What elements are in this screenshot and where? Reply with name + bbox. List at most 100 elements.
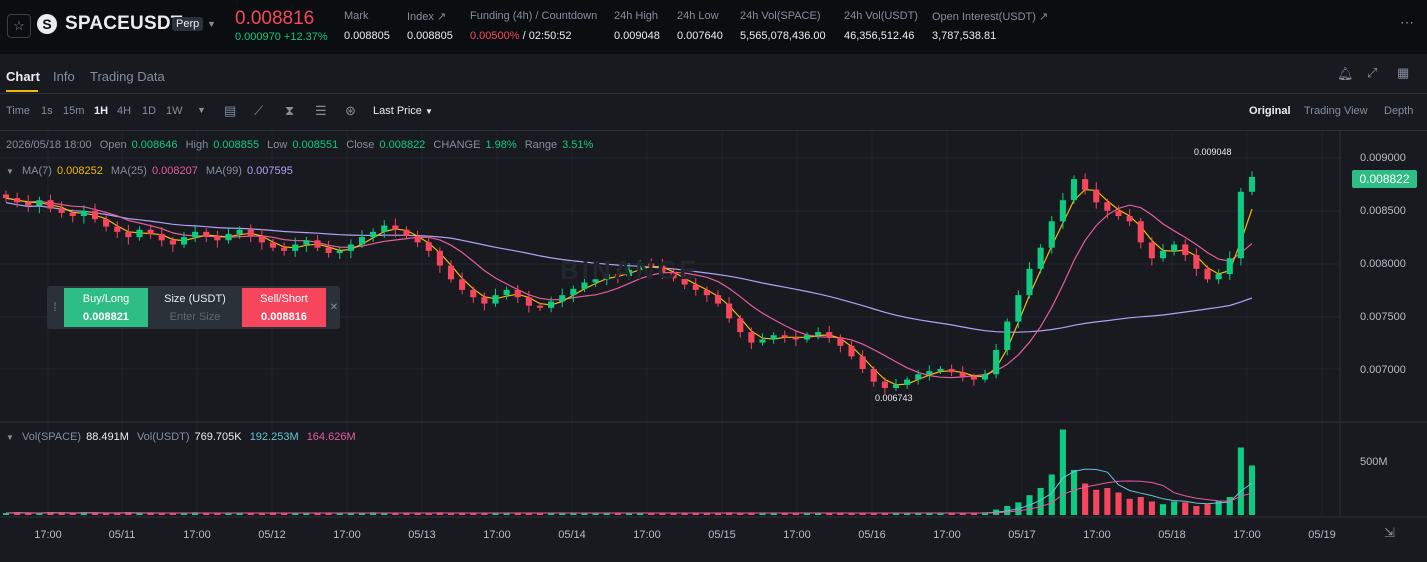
sell-short-button[interactable]: Sell/Short 0.008816: [242, 288, 326, 327]
volume-bar: [815, 513, 822, 515]
time-axis-label: 05/19: [1308, 529, 1336, 541]
candle-body: [80, 210, 87, 217]
expand-icon[interactable]: ⤢: [1367, 65, 1378, 80]
settings-icon[interactable]: ☰: [315, 103, 327, 118]
candle-body: [792, 337, 799, 340]
candle-body: [1026, 268, 1033, 296]
vol-usdt-value: 769.705K: [194, 431, 242, 443]
buy-label: Buy/Long: [82, 293, 130, 305]
candle-body: [292, 244, 299, 251]
stat-label-index[interactable]: Index ↗: [407, 11, 447, 23]
divider: [0, 93, 1427, 94]
range-value: 3.51%: [562, 139, 594, 151]
interval-1s[interactable]: 1s: [41, 105, 53, 117]
interval-15m[interactable]: 15m: [63, 105, 85, 117]
candle-body: [692, 284, 699, 290]
candle-body: [915, 374, 922, 380]
candle-body: [2, 194, 10, 199]
drag-handle-icon[interactable]: ⁞: [53, 300, 57, 314]
candle-body: [470, 289, 477, 298]
price-chart[interactable]: [0, 131, 1427, 562]
candle-body: [136, 229, 143, 238]
time-button[interactable]: Time: [6, 105, 31, 117]
interval-1d[interactable]: 1D: [142, 105, 157, 117]
candle-body: [815, 332, 822, 336]
volume-bar: [848, 513, 855, 515]
volume-bar: [748, 513, 755, 515]
volume-bar: [625, 513, 633, 515]
candle-body: [180, 237, 188, 245]
close-icon[interactable]: ✕: [329, 302, 339, 313]
stat-label-24h-high: 24h High: [614, 10, 659, 22]
candle-type-icon[interactable]: ⧗: [285, 103, 295, 118]
volume-bar: [425, 513, 432, 515]
indicator-icon[interactable]: ▤: [224, 103, 237, 118]
price-axis-label: 0.007000: [1360, 364, 1406, 376]
ma25-value: 0.008207: [151, 165, 198, 177]
volume-bar: [614, 513, 621, 515]
time-axis-label: 17:00: [183, 529, 211, 541]
volume-bar: [325, 513, 332, 515]
view-trading-view[interactable]: Trading View: [1304, 105, 1368, 117]
view-original[interactable]: Original: [1249, 105, 1291, 117]
tab-trading-data[interactable]: Trading Data: [90, 69, 165, 84]
view-depth[interactable]: Depth: [1384, 105, 1414, 117]
collapse-icon[interactable]: ▼: [6, 167, 14, 176]
volume-bar: [737, 513, 744, 515]
size-label: Size (USDT): [164, 293, 226, 305]
price-axis-label: 0.008500: [1360, 205, 1406, 217]
volume-bar: [1093, 489, 1100, 515]
volume-bar: [803, 513, 811, 515]
candle-body: [581, 282, 588, 289]
volume-bar: [247, 513, 254, 515]
time-axis-label: 17:00: [483, 529, 511, 541]
drawing-icon[interactable]: ⟋: [254, 103, 264, 118]
volume-bar: [370, 512, 377, 515]
candle-body: [637, 263, 644, 270]
candle-body: [414, 236, 421, 243]
scale-icon[interactable]: ⇲: [1384, 525, 1395, 540]
interval-dropdown-icon[interactable]: ▼: [197, 105, 206, 115]
volume-bar: [959, 513, 966, 515]
candle-body: [492, 295, 499, 304]
hide-icon[interactable]: ⊛: [345, 103, 356, 118]
volume-bar: [1226, 497, 1233, 515]
price-type-select[interactable]: Last Price ▼: [373, 105, 433, 117]
vol-space-label: Vol(SPACE): [21, 431, 82, 443]
buy-price: 0.008821: [83, 311, 129, 323]
low-marker: 0.006743: [875, 393, 913, 403]
stat-value-24h-vol-usdt: 46,356,512.46: [844, 30, 915, 42]
volume-bar: [169, 513, 176, 515]
volume-bar: [1182, 502, 1189, 515]
volume-bar: [792, 513, 799, 515]
interval-4h[interactable]: 4H: [117, 105, 132, 117]
time-axis-label: 05/15: [708, 529, 736, 541]
candle-body: [1171, 244, 1178, 251]
size-field[interactable]: Size (USDT) Enter Size: [148, 288, 242, 327]
chevron-down-icon[interactable]: ▼: [207, 19, 216, 29]
interval-1h[interactable]: 1H: [94, 105, 109, 117]
divider: [0, 130, 1427, 131]
more-icon[interactable]: ⋯: [1400, 14, 1415, 30]
candle-body: [1126, 216, 1133, 222]
candle-body: [269, 242, 277, 248]
candle-body: [1159, 250, 1167, 259]
volume-ma-lines: [5, 468, 1253, 514]
interval-1w[interactable]: 1W: [166, 105, 183, 117]
symbol-name[interactable]: SPACEUSDT: [65, 13, 183, 34]
collapse-icon[interactable]: ▼: [6, 433, 14, 442]
size-input-placeholder[interactable]: Enter Size: [169, 311, 221, 323]
tab-chart[interactable]: Chart: [6, 69, 40, 84]
volume-bar: [837, 513, 844, 515]
stat-value-24h-low: 0.007640: [677, 30, 723, 42]
tab-info[interactable]: Info: [53, 69, 75, 84]
volume-bar: [726, 512, 733, 515]
star-icon[interactable]: ☆: [7, 14, 31, 38]
volume-bar: [69, 513, 76, 515]
stat-label-open-interest[interactable]: Open Interest(USDT) ↗: [932, 11, 1049, 23]
time-axis-label: 17:00: [783, 529, 811, 541]
grid-icon[interactable]: ▦: [1397, 65, 1410, 80]
volume-bar: [447, 513, 455, 515]
bell-icon[interactable]: 🔔︎: [1337, 66, 1354, 81]
buy-long-button[interactable]: Buy/Long 0.008821: [64, 288, 148, 327]
